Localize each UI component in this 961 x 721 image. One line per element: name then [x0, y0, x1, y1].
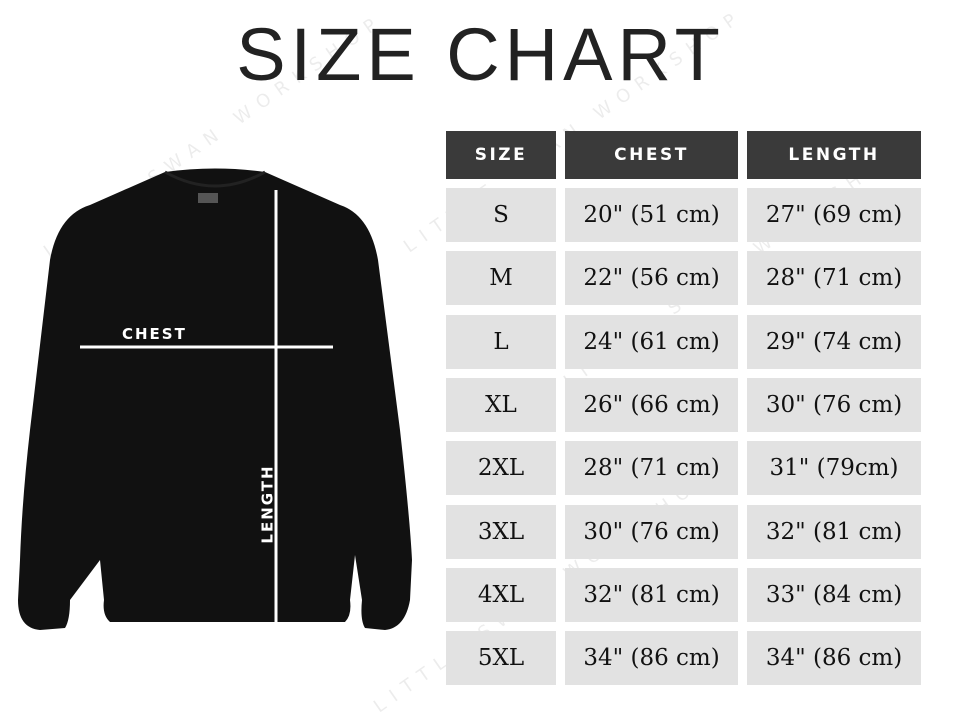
chest-cell: 30" (76 cm)	[565, 504, 738, 559]
size-cell: XL	[446, 377, 556, 432]
length-cell: 30" (76 cm)	[747, 377, 921, 432]
header-length: LENGTH	[747, 131, 921, 179]
size-cell: S	[446, 188, 556, 242]
chest-cell: 22" (56 cm)	[565, 251, 738, 306]
length-cell: 32" (81 cm)	[747, 504, 921, 559]
size-cell: L	[446, 314, 556, 369]
chest-cell: 28" (71 cm)	[565, 441, 738, 496]
size-cell: 4XL	[446, 567, 556, 622]
size-cell: 5XL	[446, 631, 556, 686]
size-cell: M	[446, 251, 556, 306]
length-cell: 29" (74 cm)	[747, 314, 921, 369]
length-cell: 27" (69 cm)	[747, 188, 921, 242]
length-cell: 28" (71 cm)	[747, 251, 921, 306]
header-chest: CHEST	[565, 131, 738, 179]
size-cell: 2XL	[446, 441, 556, 496]
length-cell: 33" (84 cm)	[747, 567, 921, 622]
header-size: SIZE	[446, 131, 556, 179]
length-cell: 34" (86 cm)	[747, 631, 921, 686]
page-title: SIZE CHART	[236, 13, 725, 96]
length-cell: 31" (79cm)	[747, 441, 921, 496]
chest-cell: 24" (61 cm)	[565, 314, 738, 369]
chest-cell: 20" (51 cm)	[565, 188, 738, 242]
chest-cell: 34" (86 cm)	[565, 631, 738, 686]
chest-cell: 26" (66 cm)	[565, 377, 738, 432]
chest-label: CHEST	[122, 325, 187, 343]
size-cell: 3XL	[446, 504, 556, 559]
sweatshirt-image	[18, 168, 412, 630]
length-label: LENGTH	[258, 464, 277, 544]
chest-cell: 32" (81 cm)	[565, 567, 738, 622]
